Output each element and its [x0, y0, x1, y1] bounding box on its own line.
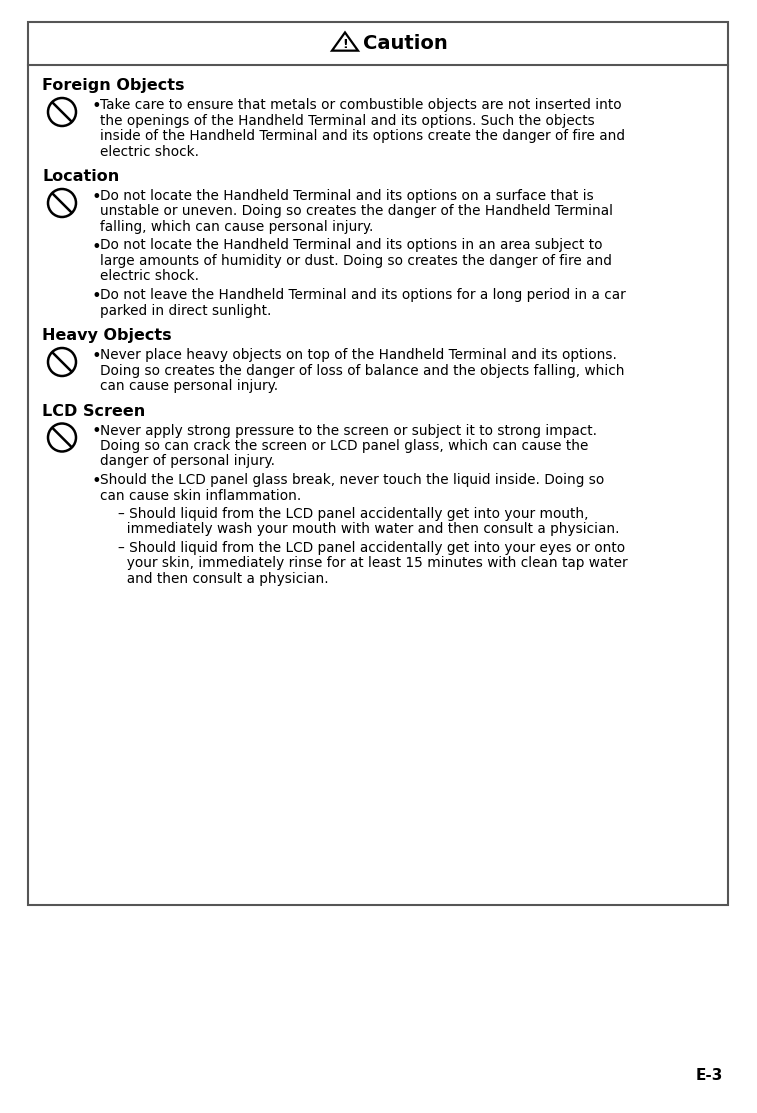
Text: Heavy Objects: Heavy Objects	[42, 328, 172, 343]
Text: parked in direct sunlight.: parked in direct sunlight.	[100, 304, 271, 317]
Text: unstable or uneven. Doing so creates the danger of the Handheld Terminal: unstable or uneven. Doing so creates the…	[100, 205, 613, 218]
Text: Doing so can crack the screen or LCD panel glass, which can cause the: Doing so can crack the screen or LCD pan…	[100, 439, 588, 453]
Text: •: •	[92, 474, 101, 489]
FancyBboxPatch shape	[28, 22, 728, 905]
Text: •: •	[92, 349, 101, 364]
Text: large amounts of humidity or dust. Doing so creates the danger of fire and: large amounts of humidity or dust. Doing…	[100, 254, 612, 268]
Text: can cause skin inflammation.: can cause skin inflammation.	[100, 489, 301, 502]
Text: – Should liquid from the LCD panel accidentally get into your eyes or onto: – Should liquid from the LCD panel accid…	[118, 541, 625, 555]
Text: electric shock.: electric shock.	[100, 269, 199, 284]
Text: inside of the Handheld Terminal and its options create the danger of fire and: inside of the Handheld Terminal and its …	[100, 129, 625, 142]
Text: E-3: E-3	[696, 1068, 723, 1083]
Text: the openings of the Handheld Terminal and its options. Such the objects: the openings of the Handheld Terminal an…	[100, 114, 595, 128]
Text: Should the LCD panel glass break, never touch the liquid inside. Doing so: Should the LCD panel glass break, never …	[100, 473, 604, 487]
Text: Location: Location	[42, 169, 120, 184]
Text: can cause personal injury.: can cause personal injury.	[100, 380, 278, 393]
Text: Never place heavy objects on top of the Handheld Terminal and its options.: Never place heavy objects on top of the …	[100, 348, 617, 362]
Text: •: •	[92, 99, 101, 114]
Text: •: •	[92, 190, 101, 205]
Text: •: •	[92, 424, 101, 440]
Text: electric shock.: electric shock.	[100, 145, 199, 158]
Text: Take care to ensure that metals or combustible objects are not inserted into: Take care to ensure that metals or combu…	[100, 98, 621, 112]
Text: falling, which can cause personal injury.: falling, which can cause personal injury…	[100, 220, 373, 234]
Text: Do not locate the Handheld Terminal and its options on a surface that is: Do not locate the Handheld Terminal and …	[100, 189, 593, 203]
Text: and then consult a physician.: and then consult a physician.	[118, 572, 329, 587]
Text: Doing so creates the danger of loss of balance and the objects falling, which: Doing so creates the danger of loss of b…	[100, 364, 625, 377]
Text: Caution: Caution	[363, 35, 447, 53]
Text: danger of personal injury.: danger of personal injury.	[100, 454, 275, 469]
Text: immediately wash your mouth with water and then consult a physician.: immediately wash your mouth with water a…	[118, 522, 619, 536]
Text: Never apply strong pressure to the screen or subject it to strong impact.: Never apply strong pressure to the scree…	[100, 424, 597, 437]
Text: LCD Screen: LCD Screen	[42, 404, 145, 418]
Text: Foreign Objects: Foreign Objects	[42, 78, 185, 93]
Text: – Should liquid from the LCD panel accidentally get into your mouth,: – Should liquid from the LCD panel accid…	[118, 508, 588, 521]
Text: •: •	[92, 289, 101, 304]
Text: •: •	[92, 239, 101, 255]
Text: Do not locate the Handheld Terminal and its options in an area subject to: Do not locate the Handheld Terminal and …	[100, 238, 603, 253]
Text: !: !	[342, 38, 348, 51]
Text: your skin, immediately rinse for at least 15 minutes with clean tap water: your skin, immediately rinse for at leas…	[118, 556, 628, 571]
Text: Do not leave the Handheld Terminal and its options for a long period in a car: Do not leave the Handheld Terminal and i…	[100, 288, 626, 302]
